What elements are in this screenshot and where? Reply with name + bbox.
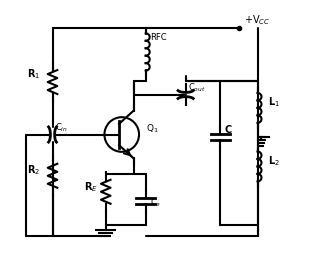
Text: C$_e$: C$_e$: [150, 196, 161, 208]
Text: Q$_1$: Q$_1$: [146, 123, 158, 135]
Text: R$_E$: R$_E$: [85, 180, 98, 194]
Text: L$_2$: L$_2$: [268, 154, 280, 168]
Text: R$_1$: R$_1$: [27, 67, 40, 81]
Text: +V$_{CC}$: +V$_{CC}$: [244, 13, 271, 27]
Text: L$_1$: L$_1$: [268, 95, 280, 109]
Text: C$_{in}$: C$_{in}$: [55, 122, 68, 134]
Text: RFC: RFC: [150, 33, 166, 42]
Text: R$_2$: R$_2$: [27, 163, 40, 177]
Text: C$_{out}$: C$_{out}$: [188, 82, 206, 94]
Text: C: C: [224, 125, 232, 135]
